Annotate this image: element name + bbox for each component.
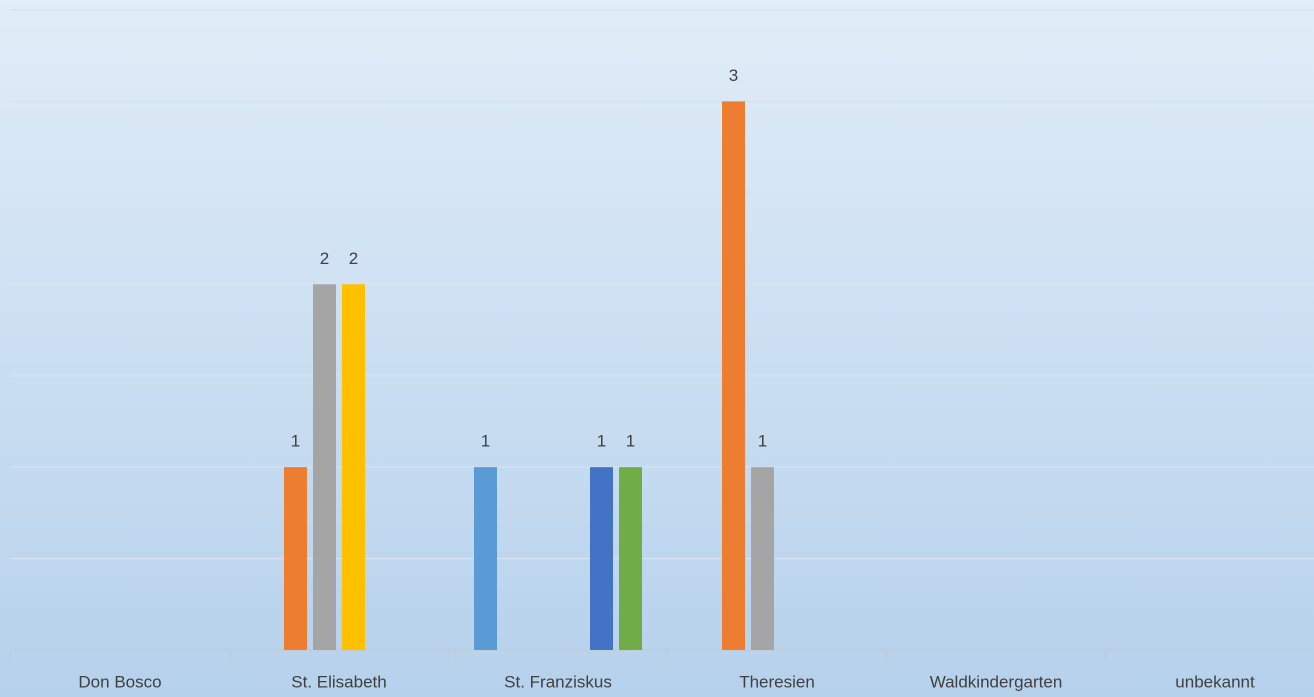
- x-tick-label: St. Elisabeth: [291, 672, 386, 691]
- bar: [722, 101, 745, 650]
- bar: [474, 467, 497, 650]
- data-label: 1: [481, 432, 490, 451]
- data-label: 1: [626, 432, 635, 451]
- bar: [313, 284, 336, 650]
- bar: [342, 284, 365, 650]
- bar: [590, 467, 613, 650]
- x-tick-label: Waldkindergarten: [930, 672, 1063, 691]
- data-label: 1: [291, 432, 300, 451]
- x-tick-label: Don Bosco: [78, 672, 161, 691]
- x-tick-label: Theresien: [739, 672, 815, 691]
- x-tick-label: unbekannt: [1175, 672, 1255, 691]
- data-label: 3: [729, 66, 738, 85]
- data-label: 2: [349, 249, 358, 268]
- bar: [619, 467, 642, 650]
- data-label: 1: [758, 432, 767, 451]
- bar: [751, 467, 774, 650]
- data-label: 1: [597, 432, 606, 451]
- data-label: 2: [320, 249, 329, 268]
- bar: [284, 467, 307, 650]
- x-tick-label: St. Franziskus: [504, 672, 612, 691]
